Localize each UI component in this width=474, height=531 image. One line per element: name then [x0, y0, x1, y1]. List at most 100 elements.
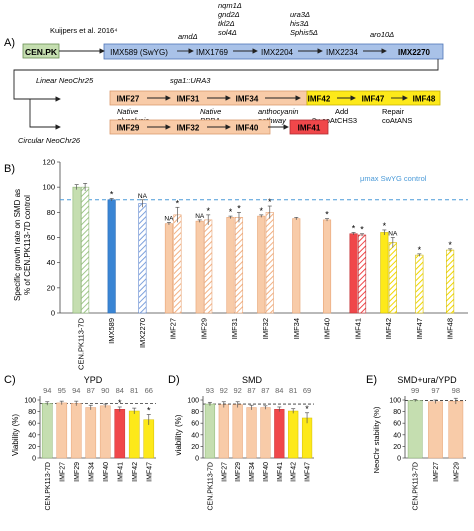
panel-a: A) CEN.PK Kuijpers et al. 2016⁴ IMX589 (… [4, 1, 444, 145]
significance-star: * [237, 203, 241, 213]
ytick-label: 20 [28, 444, 36, 451]
significance-star: * [418, 245, 422, 255]
viability-bar [218, 404, 229, 459]
viability-bar [232, 404, 243, 459]
panel-c: C) YPD Viability (%) 0 20 40 60 80 100 94 CEN.P… [4, 374, 156, 511]
significance-star: * [176, 198, 180, 208]
panel-b-xlabel: IMF27 [169, 318, 178, 339]
xlabel: CEN.PK113-7D [45, 462, 52, 511]
strain-imx2204: IMX2204 [261, 48, 294, 57]
annot-amd: amdΔ [178, 32, 198, 41]
panel-b-bar [257, 215, 266, 314]
strain-imx2270: IMX2270 [398, 48, 431, 57]
xlabel: IMF34 [88, 462, 95, 482]
value-label: 87 [261, 386, 269, 395]
panel-c-chart: 0 20 40 60 80 100 94 CEN.PK113-7D 95 IMF27 94 IMF29… [24, 386, 156, 511]
xlabel: CEN.PK113-7D [207, 462, 214, 511]
annot-ans: coAtANS [382, 116, 412, 125]
xlabel: CEN.PK113-7D [413, 462, 420, 511]
panel-b-xlabel: IMF29 [199, 318, 208, 339]
panel-b-bar [81, 186, 90, 314]
panel-c-title: YPD [84, 375, 103, 385]
panel-b-bar [358, 234, 367, 314]
significance-star: * [352, 223, 356, 233]
panel-b-ylabel-1: Specific growth rate on SMD as [13, 189, 22, 301]
value-label: 92 [220, 386, 228, 395]
del-his3: his3Δ [290, 19, 309, 28]
viability-bar [246, 407, 257, 459]
panel-b-bar [234, 217, 244, 314]
viability-bar [301, 417, 313, 459]
panel-b-xlabel: IMF42 [384, 318, 393, 339]
panel-d-title: SMD [242, 375, 263, 385]
viability-bar [448, 400, 464, 459]
ytick-label: 60 [28, 421, 36, 428]
panel-b-yaxis: 0 20 40 60 80 100 120 [42, 158, 60, 318]
strain-imf40: IMF40 [236, 124, 259, 133]
viability-bar [407, 400, 423, 459]
annot-aro10: aro10Δ [370, 30, 394, 39]
significance-star: * [448, 240, 452, 250]
ytick-label: 100 [24, 398, 36, 405]
panel-e-ylabel: NeoChr stability (%) [372, 406, 381, 473]
annot-native2: Native [200, 107, 221, 116]
del-tkl2: tkl2Δ [218, 19, 235, 28]
panel-b-xlabel: IMF34 [292, 318, 301, 339]
value-label: 90 [101, 386, 109, 395]
ytick-label: 100 [187, 398, 199, 405]
panel-b-xlabel: IMF40 [323, 318, 332, 339]
value-label: 94 [43, 386, 51, 395]
ytick-label: 0 [195, 456, 199, 463]
imf41-box [289, 119, 329, 135]
panel-b-ytick-label: 100 [42, 183, 55, 192]
strain-imx1769: IMX1769 [196, 48, 229, 57]
value-label: 87 [87, 386, 95, 395]
xlabel: IMF42 [291, 462, 298, 482]
na-label: NA [164, 215, 174, 222]
panel-e: E) SMD+ura/YPD NeoChr stability (%) 0 20 4… [366, 374, 466, 511]
significance-star: * [118, 398, 122, 408]
significance-star: * [229, 207, 233, 217]
significance-star: * [305, 404, 309, 414]
value-label: 81 [289, 386, 297, 395]
xlabel: IMF41 [117, 462, 124, 482]
viability-bar [428, 401, 443, 459]
significance-star: * [206, 206, 210, 216]
panel-b-ytick-label: 20 [47, 283, 55, 292]
panel-b-bar [204, 219, 213, 314]
viability-bar [99, 405, 111, 459]
del-sphis5: Sphis5Δ [290, 28, 318, 37]
strain-imf42: IMF42 [308, 95, 331, 104]
ytick-label: 20 [191, 444, 199, 451]
significance-star: * [383, 221, 387, 231]
panel-b-label: B) [4, 163, 15, 175]
panel-b-bar [226, 217, 235, 314]
na-label: NA [195, 213, 205, 220]
strain-imf27: IMF27 [117, 95, 140, 104]
panel-b-ytick-label: 60 [47, 233, 55, 242]
kuijpers-ref: Kuijpers et al. 2016⁴ [50, 26, 117, 35]
panel-b-xlabel: IMF41 [353, 318, 362, 339]
strain-imx2234: IMX2234 [326, 48, 359, 57]
imx2204-deletions: nqm1Δ gnd2Δ tkl2Δ sol4Δ [218, 1, 242, 37]
annot-repair: Repair [382, 107, 405, 116]
panel-b-xlabel: IMX2270 [138, 318, 147, 348]
panel-b-ytick-label: 80 [47, 208, 55, 217]
xlabel: IMF40 [103, 462, 110, 482]
panel-b-ylabel-2: % of CEN.PK113-7D control [23, 195, 32, 295]
value-label: 81 [130, 386, 138, 395]
value-label: 92 [234, 386, 242, 395]
significance-star: * [147, 406, 151, 416]
del-nqm1: nqm1Δ [218, 1, 242, 10]
xlabel: IMF34 [249, 462, 256, 482]
value-label: 87 [247, 386, 255, 395]
value-label: 97 [431, 386, 439, 395]
panel-b-ytick-label: 0 [51, 309, 55, 318]
viability-bar [128, 410, 140, 459]
value-label: 84 [116, 386, 124, 395]
panel-d-chart: 0 20 40 60 80 100 93 CEN.PK113-7D 92 IMF27 92 IMF29… [187, 386, 314, 511]
panel-b-xlabels: CEN.PK113-7D IMX589 IMX2270 IMF27 IMF29 IMF31… [76, 317, 454, 370]
xlabel: IMF27 [433, 462, 440, 482]
panel-b-xlabel: CEN.PK113-7D [76, 317, 85, 370]
